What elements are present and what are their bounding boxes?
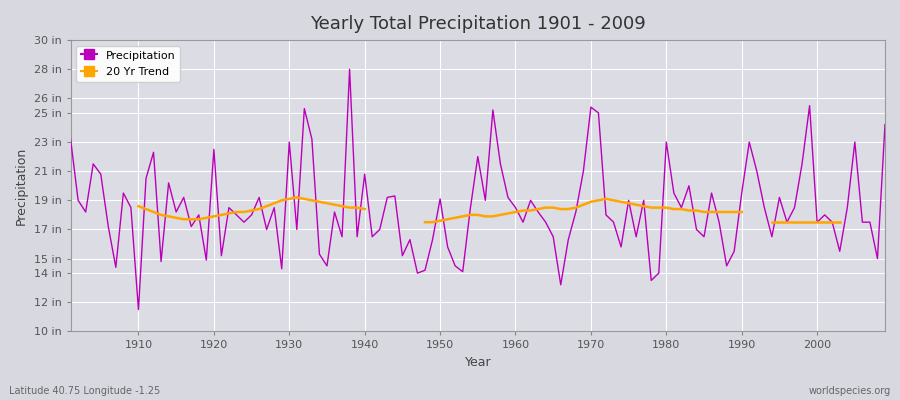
- Y-axis label: Precipitation: Precipitation: [15, 147, 28, 225]
- Text: Latitude 40.75 Longitude -1.25: Latitude 40.75 Longitude -1.25: [9, 386, 160, 396]
- Title: Yearly Total Precipitation 1901 - 2009: Yearly Total Precipitation 1901 - 2009: [310, 15, 645, 33]
- Legend: Precipitation, 20 Yr Trend: Precipitation, 20 Yr Trend: [76, 46, 180, 82]
- Text: worldspecies.org: worldspecies.org: [809, 386, 891, 396]
- X-axis label: Year: Year: [464, 356, 491, 369]
